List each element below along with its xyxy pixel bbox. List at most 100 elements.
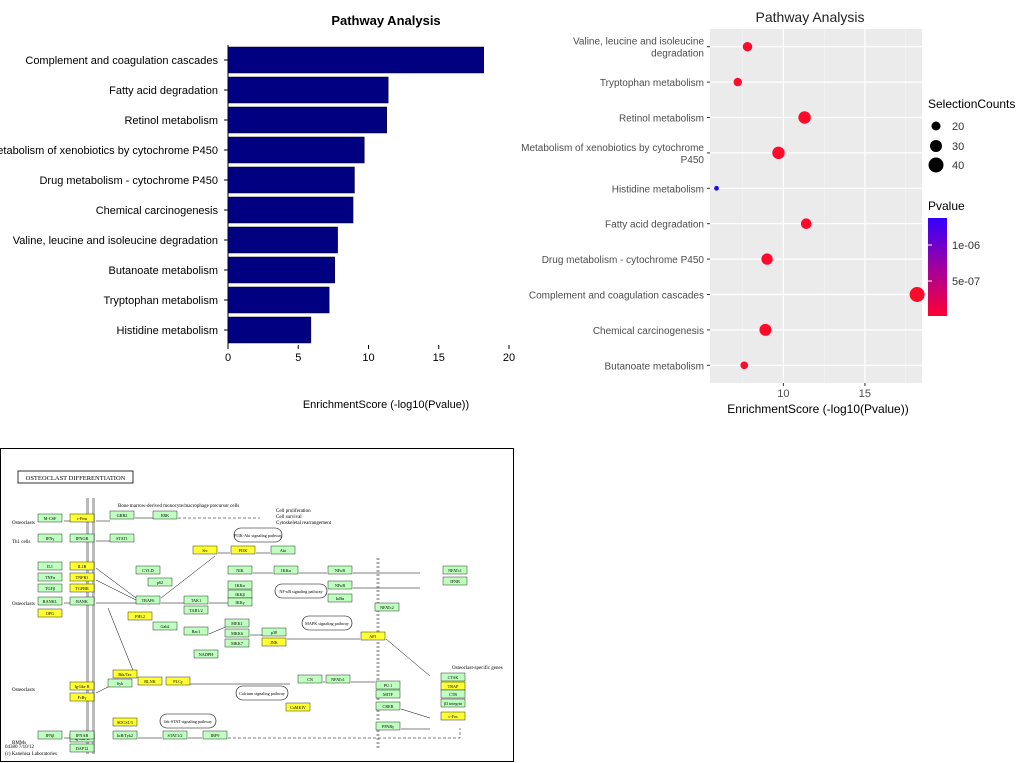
kegg-edges (64, 517, 461, 739)
gene-node-label: STAT1 (116, 536, 128, 541)
pathway-oval[interactable] (235, 685, 289, 701)
gene-node-label: IκBα (336, 596, 345, 601)
gene-node-label: IFNB (450, 579, 460, 584)
gene-node (440, 689, 466, 699)
gene-node (69, 583, 95, 593)
gene-node (183, 595, 209, 605)
gene-node-label: IFNGR (76, 536, 89, 541)
gene-node (69, 513, 95, 523)
dot-point (740, 361, 749, 370)
dot-plot-xlabel: EnrichmentScore (-log10(Pvalue)) (727, 402, 908, 416)
cell-label: Th1 cells (12, 540, 31, 545)
dot-category-label: degradation (651, 49, 704, 60)
gene-node-label: Src (202, 548, 208, 553)
bar-x-tick-label: 0 (225, 352, 231, 364)
gene-node (270, 545, 296, 555)
bar (227, 106, 388, 134)
pathway-oval-label: NF-κB signaling pathway (279, 589, 323, 594)
pathway-oval[interactable] (233, 527, 283, 543)
gene-node (297, 674, 323, 684)
dot-point (759, 323, 772, 336)
bar-chart: Pathway Analysis Complement and coagulat… (0, 13, 515, 411)
gene-node (112, 717, 138, 727)
dot-point (909, 287, 925, 302)
gene-node-label: SOCS1/3 (117, 720, 133, 725)
bar-x-tick-label: 15 (433, 352, 445, 364)
bar (227, 46, 484, 74)
gene-node-label: RANK (76, 599, 88, 604)
kegg-footer: 04380 7/10/12 (5, 745, 35, 750)
gene-node-label: CTSK (448, 675, 459, 680)
pathway-oval-label: MAPK signaling pathway (305, 621, 350, 626)
pathway-oval[interactable] (301, 615, 353, 631)
gene-node (112, 669, 138, 679)
pathway-oval[interactable] (159, 713, 217, 729)
gene-node (360, 631, 386, 641)
cell-label: Osteoclasts (12, 602, 35, 607)
size-legend-dot (931, 121, 941, 131)
gene-node (147, 577, 173, 587)
size-legend-label: 40 (952, 160, 964, 172)
gene-node (69, 533, 95, 543)
gene-node (193, 649, 219, 659)
size-legend-dot (930, 140, 942, 152)
gene-node (440, 672, 466, 682)
dot-point (733, 77, 742, 87)
kegg-outcome: Cytoskeletal rearrangement (276, 521, 332, 526)
gene-node-label: OPG (46, 611, 54, 616)
gene-node (69, 596, 95, 606)
pathway-oval-label: PI3K-Akt signaling pathway (234, 533, 283, 538)
gene-node (440, 711, 466, 721)
gene-node (137, 676, 163, 686)
gene-node-label: IFNβ (46, 733, 55, 738)
bar-category-label: Drug metabolism - cytochrome P450 (39, 175, 218, 187)
gene-node (440, 698, 466, 708)
gene-node (69, 572, 95, 582)
pathway-oval-label: Calcium signaling pathway (239, 691, 286, 696)
gene-node-label: TNFR1 (76, 575, 89, 580)
gene-node (327, 580, 353, 590)
gene-node-label: AP1 (369, 634, 376, 639)
gene-node (327, 565, 353, 575)
pathway-oval[interactable] (274, 583, 328, 599)
gene-node-label: CREB (383, 704, 394, 709)
color-legend-label: 1e-06 (952, 240, 980, 252)
gene-node (37, 513, 63, 523)
dot-x-tick-label: 15 (859, 388, 871, 400)
dot-x-tick-label: 10 (777, 388, 789, 400)
gene-node (69, 692, 95, 702)
gene-node (273, 565, 299, 575)
bar (227, 76, 389, 104)
gene-node (375, 701, 401, 711)
gene-node-label: GRB2 (117, 513, 128, 518)
kegg-gene-nodes: M-CSF IFNγ IL1 TNFα TGFβ RANKL OPG c-Fms IFNGR IL… (37, 510, 468, 753)
bar-category-label: Retinol metabolism (124, 115, 218, 127)
kegg-gene-label: Osteoclast-specific genes (452, 666, 503, 671)
bar (227, 316, 312, 344)
cell-membrane (92, 498, 95, 754)
gene-node (135, 595, 161, 605)
dot-category-label: Retinol metabolism (619, 114, 704, 125)
gene-node-label: IKKα (281, 568, 291, 573)
bar (227, 256, 336, 284)
gene-node (192, 545, 218, 555)
gene-node-label: TAB1/2 (189, 608, 202, 613)
dot-point (800, 218, 812, 229)
gene-node (325, 674, 351, 684)
gene-node (261, 627, 287, 637)
gene-node (227, 565, 253, 575)
gene-node-label: NFATc1 (448, 568, 462, 573)
dot-category-label: Histidine metabolism (612, 184, 704, 195)
gene-node (37, 561, 63, 571)
gene-node-label: β3 integrin (444, 701, 463, 706)
kegg-outcome: Cell proliferation (276, 509, 311, 514)
gene-node-label: Ig-like R (74, 684, 89, 689)
kegg-title: OSTEOCLAST DIFFERENTIATION (26, 475, 126, 482)
gene-node-label: IL1 (47, 564, 53, 569)
size-legend-label: 20 (952, 121, 964, 133)
kegg-header-note: Bone marrow-derived monocyte/macrophage … (118, 504, 239, 509)
gene-node-label: NFκB (335, 568, 345, 573)
gene-node-label: TRAP (448, 684, 459, 689)
dot-category-label: Butanoate metabolism (604, 361, 704, 372)
bar-category-label: Complement and coagulation cascades (25, 55, 218, 67)
